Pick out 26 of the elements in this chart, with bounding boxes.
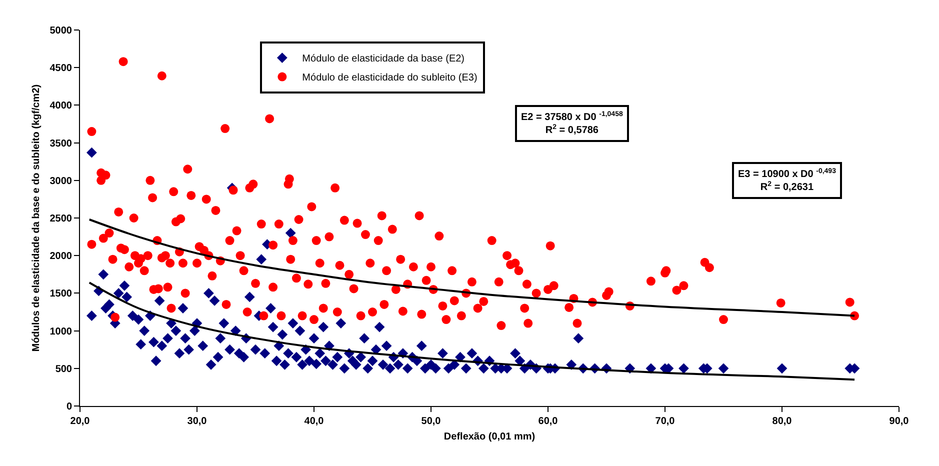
x-tick-label: 20,0 <box>70 416 90 427</box>
line-series <box>88 282 856 381</box>
text: E2 = 37580 x D0 $^{-1,0458}$ R$^{2}$ = 0,5786 <box>521 111 623 136</box>
y-tick-label: 3000 <box>50 176 72 187</box>
y-tick-label: 3500 <box>50 138 72 150</box>
x-tick-label: 60,0 <box>538 416 558 427</box>
x-tick-label: 80,0 <box>772 416 792 427</box>
text: E3 = 10900 x D0 $^{-0,493}$ R$^{2}$ = 0,2631 <box>738 168 836 194</box>
y-tick-label: 5000 <box>50 26 72 36</box>
x-axis-title: Deflexão (0,01 mm) <box>444 432 536 442</box>
legend-label: Módulo de elasticidade da base (E2) <box>302 54 465 65</box>
y-axis-title: Módulos de elasticidade da base e do subleito (kgf/cm2) <box>30 84 42 352</box>
y-tick-label: 4500 <box>50 63 72 74</box>
y-tick-label: 4000 <box>50 100 72 112</box>
x-tick-label: 90,0 <box>889 416 910 427</box>
y-tick-label: 1000 <box>50 326 72 338</box>
y-tick-label: 2000 <box>50 251 72 262</box>
y-tick-label: 0 <box>66 402 72 412</box>
x-tick-label: 30,0 <box>187 416 208 427</box>
x-tick-label: 70,0 <box>655 416 676 427</box>
y-tick-label: 500 <box>55 364 72 375</box>
y-tick-label: 1500 <box>50 288 72 300</box>
legend-label: Módulo de elasticidade do subleito (E3) <box>302 72 478 84</box>
x-tick-label: 50,0 <box>421 416 442 427</box>
x-tick-label: 40,0 <box>304 416 324 427</box>
y-tick-label: 2500 <box>50 214 72 224</box>
